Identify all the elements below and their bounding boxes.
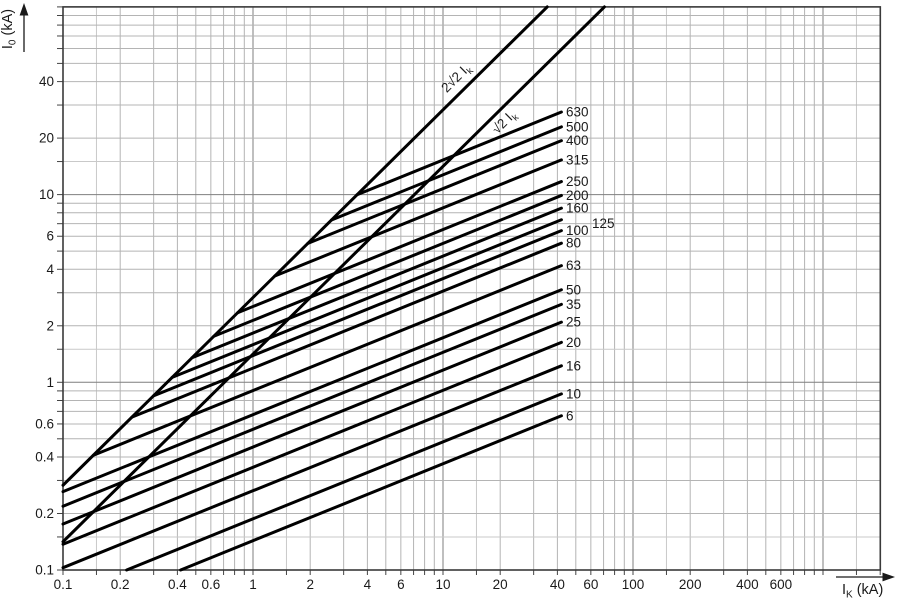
x-tick-label: 0.6: [201, 577, 220, 592]
y-tick-label: 40: [39, 74, 54, 89]
x-tick-label: 0.1: [54, 577, 73, 592]
y-tick-label: 6: [46, 229, 54, 244]
x-tick-label: 2: [306, 577, 314, 592]
x-tick-label: 600: [770, 577, 793, 592]
y-tick-label: 0.2: [35, 506, 54, 521]
fuse-line-200: [212, 193, 563, 338]
fuse-label-16: 16: [566, 358, 581, 373]
fuse-line-63: [91, 264, 563, 457]
fuse-label-20: 20: [566, 335, 581, 350]
fuse-lines: [61, 110, 563, 572]
y-tick-label: 0.1: [35, 563, 54, 578]
fuse-label-200: 200: [566, 188, 589, 203]
fuse-label-500: 500: [566, 119, 589, 134]
fuse-line-250: [236, 180, 563, 315]
fuse-line-25: [61, 320, 563, 526]
x-tick-label: 40: [550, 577, 565, 592]
fuse-label-80: 80: [566, 236, 581, 251]
fuse-label-50: 50: [566, 282, 581, 297]
fuse-label-250: 250: [566, 174, 589, 189]
fuse-line-500: [330, 125, 563, 222]
grid: [62, 6, 881, 571]
x-tick-label: 4: [364, 577, 372, 592]
x-axis-title: IK (kA): [842, 582, 883, 600]
y-axis-title: I0 (kA): [0, 9, 19, 49]
plot-border: [62, 6, 882, 571]
fuse-label-125: 125: [592, 216, 615, 231]
x-tick-label: 400: [736, 577, 759, 592]
y-tick-label: 10: [39, 187, 54, 202]
x-tick-label: 0.2: [111, 577, 130, 592]
y-tick-label: 4: [46, 262, 54, 277]
fuse-label-100: 100: [566, 223, 589, 238]
fuse-line-630: [355, 110, 563, 197]
y-tick-label: 1: [46, 375, 54, 390]
fuse-label-63: 63: [566, 258, 581, 273]
fuse-label-10: 10: [566, 386, 581, 401]
fuse-line-80: [130, 241, 563, 419]
x-tick-label: 1: [249, 577, 257, 592]
y-tick-label: 0.6: [35, 416, 54, 431]
reference-lines: [61, 5, 606, 544]
fuse-label-25: 25: [566, 315, 581, 330]
x-axis-tick-labels: 0.1 0.2 0.4 0.6 1 2 4 6 10 20 40 60 100 200 400 600: [54, 577, 793, 592]
fuse-line-16: [61, 364, 563, 570]
fuse-label-6: 6: [566, 408, 574, 423]
x-tick-label: 100: [622, 577, 645, 592]
fuse-label-630: 630: [566, 105, 589, 120]
x-tick-label: 0.4: [168, 577, 187, 592]
x-tick-label: 200: [679, 577, 702, 592]
fuse-line-160: [190, 206, 563, 360]
fuse-label-400: 400: [566, 133, 589, 148]
x-tick-label: 6: [397, 577, 405, 592]
y-tick-label: 2: [46, 318, 54, 333]
reference-line-2√2 Ik: [61, 5, 549, 487]
fuse-line-400: [306, 139, 563, 245]
x-tick-label: 60: [583, 577, 598, 592]
y-axis-arrow-icon: [19, 3, 29, 16]
fuse-line-35: [61, 302, 563, 508]
fuse-line-6: [179, 414, 563, 572]
x-tick-label: 20: [493, 577, 508, 592]
x-tick-label: 10: [435, 577, 450, 592]
fuse-line-125: [170, 218, 563, 379]
y-tick-label: 20: [39, 131, 54, 146]
fuse-label-35: 35: [566, 297, 581, 312]
x-axis-arrow-icon: [882, 572, 895, 582]
fuse-label-160: 160: [566, 201, 589, 216]
fuse-line-315: [273, 158, 563, 278]
reference-line-√2 Ik: [61, 5, 606, 544]
fuse-line-10: [125, 392, 563, 572]
y-tick-label: 0.4: [35, 449, 54, 464]
fuse-label-315: 315: [566, 152, 589, 167]
y-axis-tick-labels: 0.1 0.2 0.4 0.6 1 2 4 6 10 20 40: [35, 74, 54, 577]
fuse-line-20: [61, 340, 563, 546]
fuse-line-100: [151, 229, 563, 398]
axis-tick-marks: [57, 6, 881, 575]
